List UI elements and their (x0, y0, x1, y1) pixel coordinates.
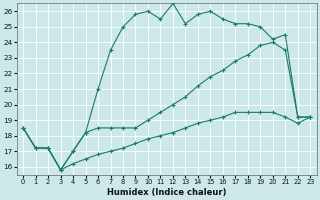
X-axis label: Humidex (Indice chaleur): Humidex (Indice chaleur) (107, 188, 227, 197)
